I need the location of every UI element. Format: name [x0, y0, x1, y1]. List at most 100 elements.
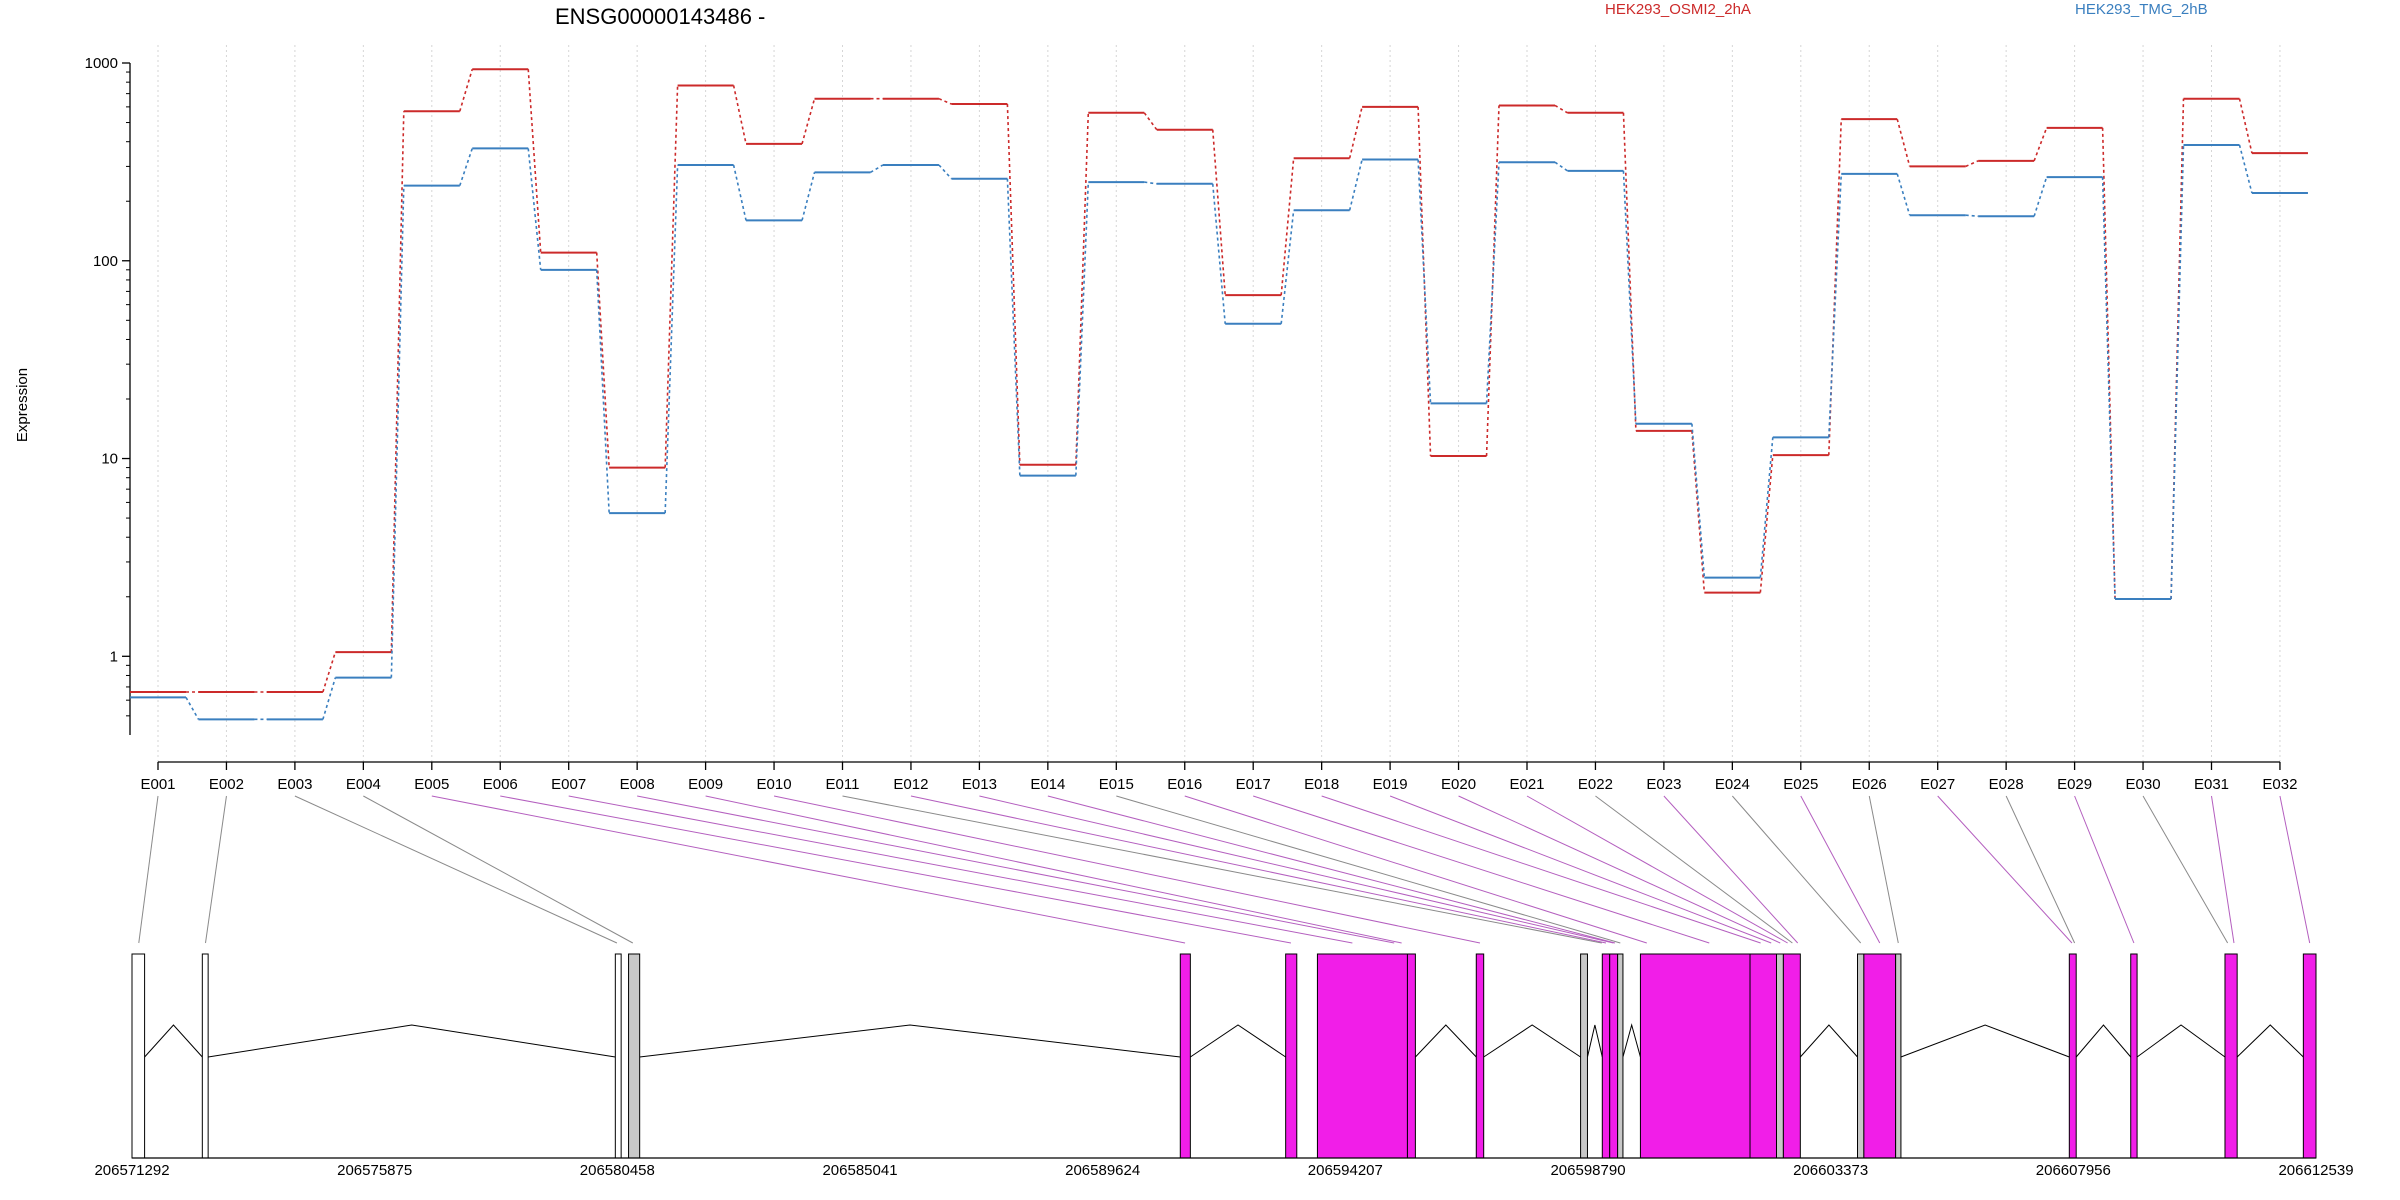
intron [2136, 1024, 2226, 1058]
x-tick-label: E014 [1030, 776, 1065, 793]
exon-connector [979, 795, 1614, 944]
exon-block [1617, 953, 1624, 1159]
series-connector [1965, 214, 1979, 218]
series-connector [2238, 98, 2253, 154]
series-connector [938, 97, 952, 105]
series-connector [1965, 160, 1979, 168]
series-connector [595, 252, 610, 468]
x-tick-label: E001 [140, 776, 175, 793]
intron [1586, 1024, 1603, 1058]
intron [1415, 1024, 1477, 1058]
exon-block [628, 953, 641, 1159]
series-connector [1006, 178, 1021, 476]
genomic-tick-label: 206607956 [2036, 1162, 2111, 1179]
exon-block [2302, 953, 2317, 1159]
exon-connector [138, 795, 159, 944]
series-connector [322, 677, 337, 720]
x-tick-label: E024 [1715, 776, 1750, 793]
series-connector [322, 651, 337, 693]
exon-connector [1047, 795, 1616, 944]
x-tick-label: E027 [1920, 776, 1955, 793]
exon-connector [363, 795, 634, 944]
intron [639, 1024, 1181, 1058]
series-connector [1211, 183, 1226, 324]
x-tick-label: E005 [414, 776, 449, 793]
exon-connector [842, 795, 1602, 944]
series-connector [1075, 182, 1090, 476]
exon-block [614, 953, 622, 1159]
exon-connector [705, 795, 1402, 944]
intron [1799, 1024, 1858, 1058]
series-connector [1280, 158, 1295, 296]
series-connector [732, 164, 747, 221]
x-tick-label: E018 [1304, 776, 1339, 793]
exon-connector [2211, 795, 2235, 944]
series-connector [1144, 181, 1157, 185]
x-tick-label: E023 [1646, 776, 1681, 793]
genomic-tick-label: 206585041 [822, 1162, 897, 1179]
exon-connector [1663, 795, 1799, 944]
genomic-tick-label: 206575875 [337, 1162, 412, 1179]
series-connector [1554, 161, 1568, 172]
series-connector [870, 164, 884, 174]
gene-model [131, 953, 2317, 1159]
exon-block [1749, 953, 1777, 1159]
exon-connector [1800, 795, 1881, 944]
x-tick-label: E016 [1167, 776, 1202, 793]
x-tick-label: E009 [688, 776, 723, 793]
exon-block [1609, 953, 1619, 1159]
x-tick-label: E004 [346, 776, 381, 793]
series-connector [2101, 177, 2116, 599]
exon-block [1863, 953, 1897, 1159]
exon-block [1775, 953, 1784, 1159]
x-tick-label: E011 [826, 776, 860, 793]
exon-connector [910, 795, 1607, 944]
exon-connector [1731, 795, 1862, 944]
exon-block [1406, 953, 1416, 1159]
intron [1483, 1024, 1581, 1058]
genomic-tick-label: 206594207 [1308, 1162, 1383, 1179]
x-tick-label: E007 [551, 776, 586, 793]
x-tick-label: E025 [1783, 776, 1818, 793]
series-connector [595, 269, 610, 514]
x-tick-label: E032 [2262, 776, 2297, 793]
series-connector [2170, 144, 2185, 599]
series-connector [664, 85, 679, 468]
exon-connector [1116, 795, 1621, 944]
exon-block [1857, 953, 1865, 1159]
series-connector [1006, 104, 1021, 465]
exon-block [1179, 953, 1191, 1159]
series-connector [1348, 106, 1363, 159]
x-tick-label: E020 [1441, 776, 1476, 793]
series-connector [2033, 176, 2048, 217]
x-tick-label: E021 [1509, 776, 1544, 793]
x-tick-label: E029 [2057, 776, 2092, 793]
series-connector [2033, 127, 2048, 162]
legend-entry-tmg: HEK293_TMG_2hB [2075, 1, 2208, 18]
series-connector [390, 111, 405, 653]
exon-connector [1184, 795, 1647, 944]
exon-block [131, 953, 146, 1159]
series-connector [1622, 112, 1637, 431]
exon-connector [1595, 795, 1793, 944]
intron [1900, 1024, 2070, 1058]
x-tick-label: E008 [620, 776, 655, 793]
y-tick-label: 10 [101, 451, 118, 468]
exon-connector [568, 795, 1353, 944]
x-tick-label: E002 [209, 776, 244, 793]
x-tick-label: E012 [893, 776, 928, 793]
exon-block [2224, 953, 2238, 1159]
exon-block [1601, 953, 1611, 1159]
exon-connector [637, 795, 1395, 944]
series-connector [1554, 104, 1568, 114]
x-tick-label: E003 [277, 776, 312, 793]
series-connector [1759, 437, 1774, 578]
x-tick-label: E015 [1099, 776, 1134, 793]
exon-connector [500, 795, 1292, 944]
exon-connector [773, 795, 1481, 944]
series-lines [130, 68, 2308, 721]
exon-block [201, 953, 209, 1159]
series-connector [1280, 210, 1295, 324]
series-connector [801, 98, 816, 145]
